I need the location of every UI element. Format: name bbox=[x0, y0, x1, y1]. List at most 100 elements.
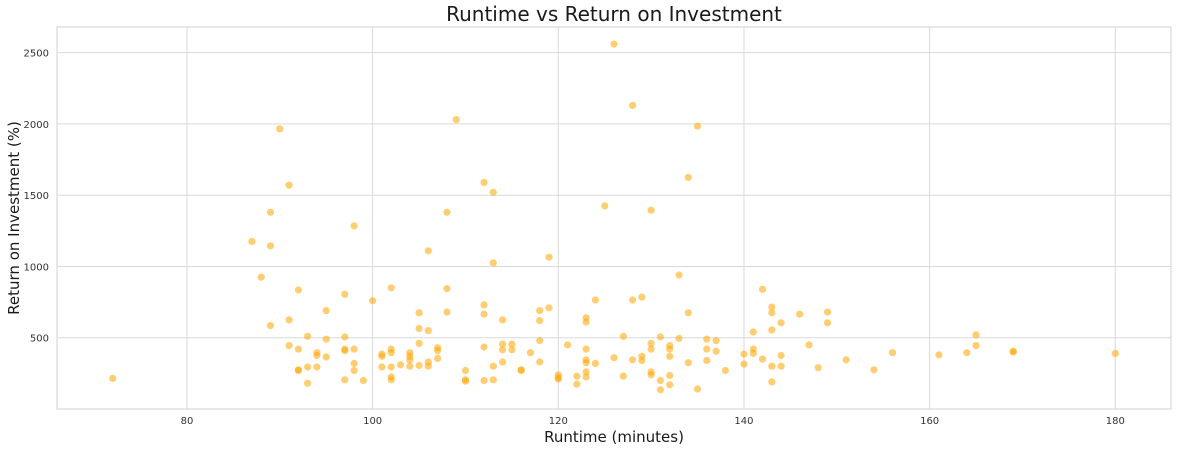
data-point bbox=[387, 363, 395, 371]
data-point bbox=[526, 349, 535, 357]
data-point bbox=[387, 376, 395, 384]
data-point bbox=[266, 208, 275, 216]
data-point bbox=[480, 301, 488, 309]
data-point bbox=[443, 308, 451, 316]
y-tick-label: 1000 bbox=[24, 262, 49, 273]
data-point bbox=[304, 363, 312, 371]
data-point bbox=[480, 310, 488, 318]
data-point bbox=[396, 361, 405, 369]
data-point bbox=[378, 352, 386, 360]
data-point bbox=[387, 349, 395, 357]
y-axis-label: Return on Investment (%) bbox=[5, 121, 23, 315]
data-point bbox=[489, 188, 497, 196]
data-point bbox=[591, 359, 600, 367]
data-point bbox=[536, 337, 544, 345]
data-point bbox=[935, 351, 943, 359]
data-point bbox=[499, 346, 507, 354]
data-point bbox=[415, 324, 423, 333]
data-point bbox=[434, 347, 442, 355]
data-point bbox=[666, 352, 674, 360]
data-point bbox=[452, 116, 460, 124]
data-point bbox=[573, 372, 581, 380]
data-point bbox=[703, 356, 711, 365]
data-point bbox=[294, 345, 302, 353]
data-point bbox=[424, 327, 432, 335]
data-point bbox=[350, 366, 358, 375]
data-point bbox=[573, 380, 581, 388]
data-point bbox=[536, 358, 544, 366]
data-point bbox=[443, 285, 451, 293]
data-point bbox=[972, 331, 980, 339]
data-point bbox=[341, 333, 349, 341]
grid-layer bbox=[57, 27, 1171, 409]
data-point bbox=[369, 297, 377, 305]
data-point bbox=[582, 318, 590, 326]
data-point bbox=[647, 339, 655, 347]
data-point bbox=[1009, 347, 1017, 355]
data-point bbox=[406, 362, 414, 370]
data-point bbox=[499, 358, 507, 366]
data-point bbox=[322, 307, 330, 315]
data-point bbox=[350, 222, 358, 230]
data-point bbox=[359, 376, 367, 385]
data-point bbox=[1111, 349, 1119, 357]
data-point bbox=[619, 372, 627, 380]
data-point bbox=[758, 355, 767, 363]
data-point bbox=[545, 253, 553, 261]
data-point bbox=[304, 332, 312, 340]
x-axis-label: Runtime (minutes) bbox=[544, 428, 684, 446]
data-point bbox=[434, 354, 442, 362]
data-point bbox=[304, 379, 312, 387]
data-point bbox=[350, 345, 358, 353]
data-point bbox=[740, 350, 748, 358]
data-point bbox=[109, 374, 117, 382]
data-point bbox=[693, 385, 702, 393]
data-point bbox=[777, 351, 785, 360]
data-point bbox=[629, 296, 637, 304]
data-point bbox=[341, 290, 349, 298]
data-point bbox=[675, 271, 683, 279]
data-point bbox=[591, 296, 600, 304]
data-point bbox=[536, 307, 544, 315]
data-point bbox=[656, 333, 665, 341]
data-point bbox=[545, 304, 553, 312]
data-point bbox=[489, 259, 497, 267]
data-point bbox=[703, 345, 711, 353]
tick-label-layer: 80 100 120 140 160 180 500 1000 1500 2000 2500 bbox=[24, 49, 1125, 427]
data-point bbox=[480, 178, 488, 186]
data-point bbox=[424, 247, 432, 255]
data-point bbox=[814, 364, 822, 372]
x-tick-label: 120 bbox=[549, 416, 568, 427]
data-point bbox=[777, 362, 785, 370]
data-point bbox=[823, 319, 832, 327]
data-point bbox=[285, 342, 293, 350]
data-point bbox=[629, 356, 637, 364]
data-point bbox=[294, 286, 302, 294]
data-point bbox=[415, 309, 423, 317]
data-point bbox=[322, 353, 330, 361]
data-point bbox=[341, 347, 349, 355]
data-point bbox=[480, 343, 488, 351]
data-point bbox=[963, 349, 971, 357]
data-point bbox=[684, 359, 692, 367]
data-point bbox=[499, 340, 507, 348]
data-point bbox=[749, 349, 757, 357]
data-point bbox=[823, 308, 832, 316]
data-point bbox=[461, 366, 470, 375]
data-point bbox=[629, 101, 637, 109]
data-point bbox=[461, 377, 470, 385]
data-point bbox=[415, 339, 423, 347]
point-layer bbox=[109, 40, 1119, 394]
data-point bbox=[387, 284, 395, 292]
data-point bbox=[536, 317, 544, 325]
data-point bbox=[740, 360, 748, 368]
data-point bbox=[276, 125, 284, 133]
data-point bbox=[693, 122, 702, 130]
data-point bbox=[758, 285, 767, 293]
data-point bbox=[499, 316, 507, 324]
data-point bbox=[248, 237, 256, 246]
data-point bbox=[870, 366, 878, 374]
data-point bbox=[489, 362, 497, 370]
